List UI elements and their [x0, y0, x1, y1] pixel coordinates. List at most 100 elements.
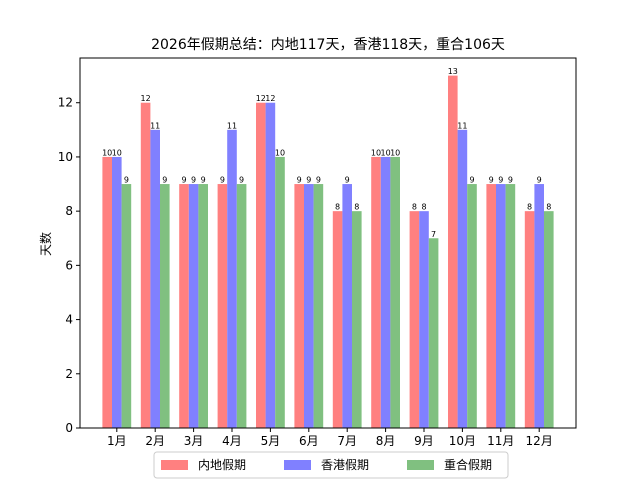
bar-value-label: 12	[265, 94, 275, 103]
bar-3-2	[160, 184, 170, 428]
bar-3-11	[505, 184, 516, 428]
bar-value-label: 9	[162, 176, 167, 185]
bar-value-label: 8	[354, 203, 359, 212]
y-axis-label: 天数	[38, 232, 53, 256]
x-tick-label: 9月	[414, 434, 434, 448]
bar-value-label: 9	[469, 176, 474, 185]
y-tick-label: 2	[65, 367, 73, 381]
bar-value-label: 8	[527, 203, 532, 212]
legend-label: 内地假期	[198, 458, 246, 472]
bar-value-label: 8	[421, 203, 426, 212]
x-tick-label: 1月	[107, 434, 127, 448]
chart-title: 2026年假期总结：内地117天，香港118天，重合106天	[151, 37, 505, 53]
bar-2-4	[227, 129, 237, 429]
x-tick-label: 4月	[222, 434, 242, 448]
x-tick-label: 6月	[299, 434, 319, 448]
x-tick-label: 7月	[337, 434, 357, 448]
bar-2-7	[342, 184, 352, 428]
bar-2-11	[496, 184, 506, 428]
bar-2-9	[419, 211, 429, 428]
bar-3-3	[198, 184, 208, 428]
x-tick-label: 11月	[487, 434, 514, 448]
x-tick-label: 8月	[376, 434, 396, 448]
y-tick-label: 6	[65, 258, 73, 272]
x-tick-label: 3月	[184, 434, 204, 448]
bar-2-8	[380, 156, 391, 428]
bar-value-label: 11	[150, 121, 160, 130]
bar-value-label: 10	[381, 148, 391, 157]
legend-swatch	[161, 460, 188, 470]
bar-3-5	[275, 156, 285, 428]
bar-value-label: 9	[508, 176, 513, 185]
bar-1-11	[486, 184, 496, 428]
x-tick-label: 10月	[449, 434, 476, 448]
bar-2-1	[112, 156, 122, 428]
bar-2-10	[457, 129, 468, 429]
bar-3-6	[313, 184, 324, 428]
bar-value-label: 9	[201, 176, 206, 185]
bar-1-7	[332, 211, 343, 428]
axes-frame	[79, 57, 577, 429]
bar-value-label: 9	[220, 176, 225, 185]
bar-value-label: 8	[546, 203, 551, 212]
legend: 内地假期 香港假期 重合假期	[153, 451, 509, 479]
bar-value-label: 9	[489, 176, 494, 185]
bar-value-label: 12	[256, 94, 266, 103]
bar-value-label: 10	[102, 148, 112, 157]
bar-value-label: 11	[227, 121, 237, 130]
bar-2-6	[304, 184, 314, 428]
bar-value-label: 9	[306, 176, 311, 185]
y-tick-label: 8	[65, 204, 73, 218]
bar-value-label: 10	[112, 148, 122, 157]
bar-3-1	[121, 184, 132, 428]
y-tick-label: 10	[58, 150, 73, 164]
y-tick-label: 4	[65, 313, 73, 327]
bar-1-3	[179, 184, 189, 428]
x-tick-label: 2月	[145, 434, 165, 448]
bar-value-label: 9	[345, 176, 350, 185]
x-tick-label: 5月	[261, 434, 281, 448]
bar-1-8	[371, 156, 381, 428]
legend-label: 重合假期	[444, 457, 492, 472]
bar-1-5	[256, 102, 266, 428]
bar-1-1	[102, 156, 112, 428]
bar-1-2	[140, 102, 151, 428]
legend-swatch	[407, 460, 434, 470]
bar-value-label: 9	[297, 176, 302, 185]
bar-2-2	[150, 129, 160, 429]
bar-3-7	[352, 211, 362, 428]
y-tick-label: 12	[58, 96, 73, 110]
bar-value-label: 9	[498, 176, 503, 185]
bar-1-6	[294, 184, 304, 428]
bar-1-12	[524, 211, 535, 428]
bar-2-5	[265, 102, 276, 428]
bar-value-label: 10	[371, 148, 381, 157]
bar-1-10	[448, 75, 458, 428]
bar-value-label: 11	[457, 121, 467, 130]
bar-value-label: 9	[239, 176, 244, 185]
bar-3-10	[467, 184, 477, 428]
bar-value-label: 10	[275, 148, 285, 157]
bar-3-4	[236, 184, 247, 428]
bar-value-label: 9	[537, 176, 542, 185]
legend-label: 香港假期	[321, 458, 369, 472]
bar-3-12	[544, 211, 554, 428]
bar-1-9	[409, 211, 420, 428]
bar-2-3	[188, 184, 199, 428]
bar-value-label: 12	[141, 94, 151, 103]
bar-1-4	[217, 184, 228, 428]
bar-value-label: 8	[335, 203, 340, 212]
x-tick-label: 12月	[526, 434, 553, 448]
bar-value-label: 9	[181, 176, 186, 185]
bar-value-label: 8	[412, 203, 417, 212]
legend-box	[153, 451, 509, 479]
bar-value-label: 7	[431, 230, 436, 239]
bar-value-label: 9	[124, 176, 129, 185]
bar-value-label: 9	[191, 176, 196, 185]
y-tick-label: 0	[65, 421, 73, 435]
bar-3-8	[390, 156, 400, 428]
bar-value-label: 9	[316, 176, 321, 185]
legend-swatch	[284, 460, 311, 470]
